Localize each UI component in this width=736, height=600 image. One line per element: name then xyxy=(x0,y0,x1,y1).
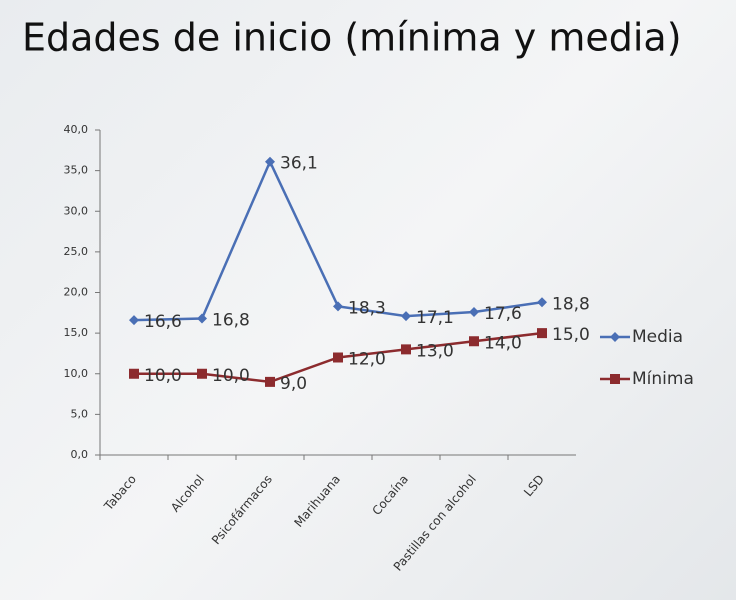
data-label: 17,6 xyxy=(484,304,522,324)
x-tick-label: LSD xyxy=(521,472,547,499)
y-tick-label: 40,0 xyxy=(64,123,89,136)
data-label: 15,0 xyxy=(552,325,590,345)
x-tick-label: Psicofármacos xyxy=(209,472,275,547)
data-label: 36,1 xyxy=(280,154,318,174)
point-marker xyxy=(265,376,275,387)
data-label: 9,0 xyxy=(280,374,307,394)
point-marker xyxy=(537,297,547,308)
y-tick-label: 30,0 xyxy=(64,204,89,217)
point-marker xyxy=(537,328,547,339)
point-marker xyxy=(333,352,343,363)
point-marker xyxy=(129,368,139,379)
data-label: 10,0 xyxy=(144,366,182,386)
point-marker xyxy=(333,301,343,312)
point-marker xyxy=(265,156,275,167)
y-tick-label: 10,0 xyxy=(64,367,89,380)
point-marker xyxy=(129,315,139,326)
x-tick-label: Tabaco xyxy=(101,472,139,514)
data-label: 17,1 xyxy=(416,308,454,328)
data-label: 10,0 xyxy=(212,366,250,386)
data-label: 18,3 xyxy=(348,298,386,318)
data-label: 16,6 xyxy=(144,312,182,332)
point-marker xyxy=(610,332,620,342)
y-tick-label: 20,0 xyxy=(64,286,89,299)
y-tick-label: 5,0 xyxy=(71,407,89,420)
y-tick-label: 15,0 xyxy=(64,326,89,339)
y-tick-label: 35,0 xyxy=(64,164,89,177)
data-label: 18,8 xyxy=(552,294,590,314)
chart-title: Edades de inicio (mínima y media) xyxy=(22,16,682,60)
point-marker xyxy=(401,344,411,355)
x-tick-label: Marihuana xyxy=(291,472,343,530)
legend-label: Media xyxy=(632,327,683,347)
series-line xyxy=(133,158,543,322)
point-marker xyxy=(610,374,620,384)
point-marker xyxy=(469,307,479,317)
point-marker xyxy=(197,313,207,324)
x-tick-label: Cocaína xyxy=(369,472,411,518)
x-tick-label: Alcohol xyxy=(168,472,207,515)
y-tick-label: 0,0 xyxy=(71,448,89,461)
point-marker xyxy=(197,368,207,379)
y-tick-label: 25,0 xyxy=(64,245,89,258)
data-label: 13,0 xyxy=(416,341,454,361)
data-label: 16,8 xyxy=(212,311,250,331)
point-marker xyxy=(469,336,479,347)
data-label: 12,0 xyxy=(348,350,386,370)
data-label: 14,0 xyxy=(484,333,522,353)
legend-label: Mínima xyxy=(632,369,694,389)
point-marker xyxy=(401,311,411,322)
